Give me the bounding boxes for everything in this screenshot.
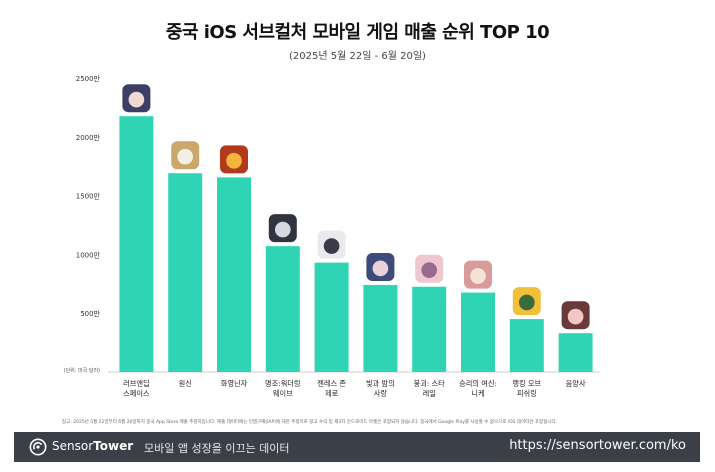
bar [509,319,544,372]
bar [314,262,349,372]
footer-logo[interactable]: SensorTower [52,439,133,453]
game-icon-figure [274,221,291,238]
bar [412,286,447,372]
x-tick-label: 사랑 [374,389,388,398]
logo-light: Sensor [52,439,94,453]
x-tick-label: 러브앤딥 [123,379,149,388]
x-tick-label: 레일 [423,389,436,398]
game-icon-figure [470,268,486,284]
chart-subtitle: (2025년 5월 22일 - 6월 20일) [289,51,426,62]
bar [265,246,300,372]
x-tick-label: 원신 [179,379,192,388]
bar [461,292,495,372]
bar [119,116,154,372]
game-icon-figure [567,308,584,325]
footer-tagline: 모바일 앱 성장을 이끄는 데이터 [144,442,290,455]
chart-title: 중국 iOS 서브컬처 모바일 게임 매출 순위 TOP 10 [165,22,550,43]
bar [363,284,398,372]
footer-bar: SensorTower 모바일 앱 성장을 이끄는 데이터 https://se… [14,432,700,462]
sensortower-logo-icon [29,438,47,456]
x-tick-label: 음양사 [566,379,586,388]
game-icon-figure [372,260,389,277]
game-icon-figure [323,238,340,254]
y-tick-label: 2500만 [76,74,101,83]
x-tick-label: 니케 [471,389,484,398]
game-icon-figure [128,91,145,108]
bar [558,333,593,372]
y-tick-label: 1500만 [76,192,101,201]
bar-chart: 500만 1000만 1500만 2000만 2500만 (단위: 미국 달러) 러브앤딥스… [64,74,600,398]
x-tick-label: 웨이브 [273,389,293,398]
x-tick-label: 랭킹 오브 [512,379,541,388]
x-tick-label: 화영닌자 [221,379,248,388]
x-tick-label: 젠레스 존 [317,379,346,388]
footer-url[interactable]: https://sensortower.com/ko [509,438,686,453]
y-tick-label: 2000만 [76,133,101,142]
logo-bold: Tower [93,439,134,453]
x-tick-label: 명조:워더링 [265,379,301,388]
game-icon-figure [177,148,194,165]
footnote: 참고: 2025년 5월 22일부터 6월 20일까지 중국 App Store… [62,420,558,425]
x-tick-label: 피쉬링 [517,389,537,398]
y-tick-label: 1000만 [76,250,101,259]
x-tick-label: 빛과 밤의 [366,379,395,388]
x-tick-label: 제로 [325,389,339,398]
x-tick-label: 붕괴: 스타 [414,379,446,388]
y-tick-label: 500만 [80,309,100,318]
game-icon-figure [518,294,535,311]
x-tick-label: 스페이스 [123,389,150,398]
x-tick-label: 승리의 여신: [459,379,497,388]
unit-note: (단위: 미국 달러) [64,367,100,374]
bar [217,177,251,372]
game-icon-figure [226,152,242,169]
bar [168,173,203,372]
game-icon-figure [421,262,438,278]
